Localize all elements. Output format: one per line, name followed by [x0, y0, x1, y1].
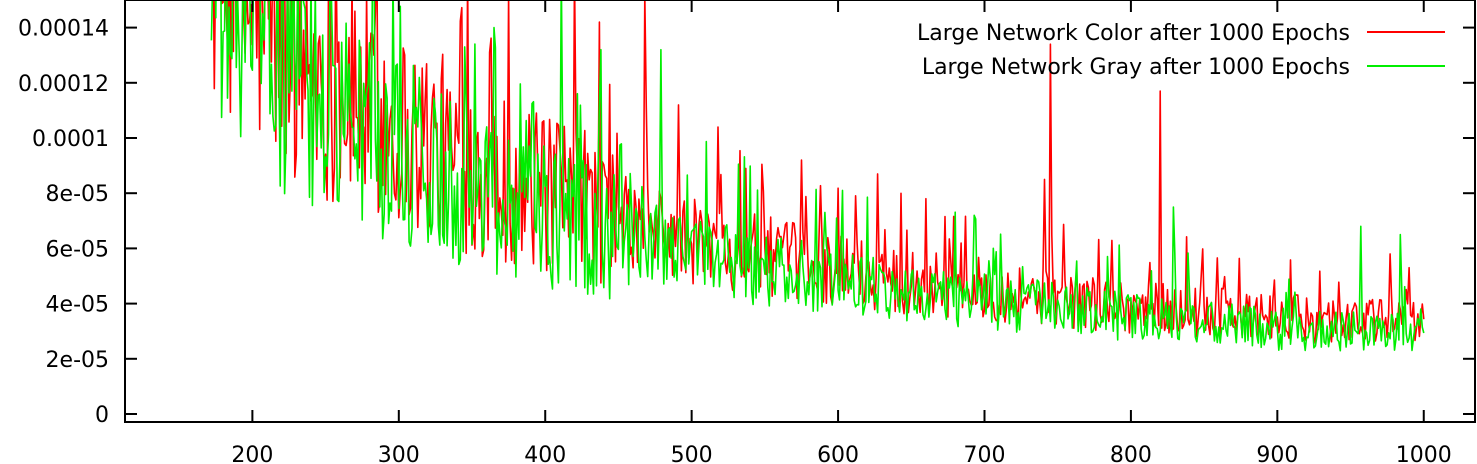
x-tick-label: 800: [1110, 443, 1152, 464]
x-tick-label: 200: [231, 443, 273, 464]
legend-label: Large Network Gray after 1000 Epochs: [922, 55, 1350, 80]
x-tick-label: 500: [671, 443, 713, 464]
series-line-gray: [210, 0, 1425, 352]
y-tick-label: 0.0001: [32, 127, 109, 152]
x-tick-label: 700: [963, 443, 1005, 464]
y-tick-label: 0.00014: [18, 17, 109, 42]
y-tick-label: 6e-05: [46, 237, 109, 262]
x-tick-label: 900: [1256, 443, 1298, 464]
series-layer: [210, 0, 1425, 352]
plot-frame: [124, 0, 1476, 423]
y-tick-label: 8e-05: [46, 182, 109, 207]
y-tick-label: 2e-05: [46, 348, 109, 373]
x-tick-label: 400: [524, 443, 566, 464]
legend: Large Network Color after 1000 Epochs Lar…: [917, 21, 1445, 80]
y-tick-label: 0: [95, 403, 109, 428]
x-tick-label: 1000: [1396, 443, 1452, 464]
y-tick-label: 0.00012: [18, 72, 109, 97]
x-tick-label: 300: [378, 443, 420, 464]
legend-label: Large Network Color after 1000 Epochs: [917, 21, 1350, 46]
axis-ticks: 0 2e-05 4e-05 6e-05 8e-05 0.0001 0.00012 0.0001…: [18, 0, 1475, 464]
x-tick-label: 600: [817, 443, 859, 464]
y-tick-label: 4e-05: [46, 293, 109, 318]
